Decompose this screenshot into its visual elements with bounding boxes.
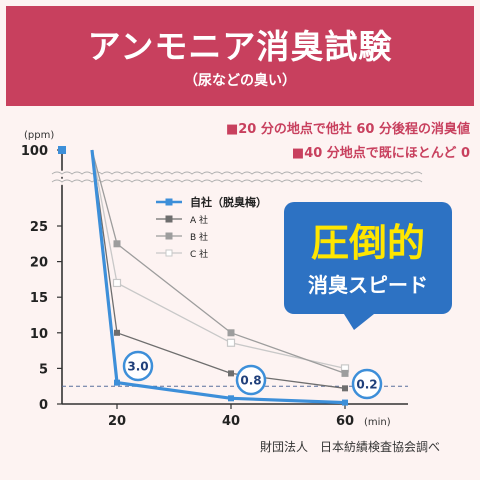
series-point-1 [228,370,234,377]
series-line-2 [91,149,346,375]
value-label-circle [235,364,267,396]
value-label: 0.8 [240,374,261,388]
chart-subtitle: （尿などの臭い） [184,73,296,89]
value-label: 3.0 [127,360,148,374]
x-tick-label: 60 [336,414,354,429]
note-1: ■20 分の地点で他社 60 分後程の消臭値 [225,122,470,137]
legend-label-3: C 社 [190,248,208,260]
legend-label-1: A 社 [190,214,208,226]
value-label-circle [351,368,383,400]
series-point-2 [227,329,235,337]
series-point-2 [341,369,349,377]
y-tick-label: 25 [30,220,48,235]
series-point-1 [114,329,120,336]
callout-headline: 圧倒的 [311,221,425,265]
legend-marker-0 [165,198,173,206]
value-label: 0.2 [356,378,377,392]
y-tick-label: 10 [30,327,48,342]
series-point-1 [342,385,348,392]
chart-title: アンモニア消臭試験 [87,27,393,66]
source-credit: 財団法人 日本紡績検査協会調べ [259,440,440,454]
series-line-1 [91,149,346,389]
value-label-circle [122,350,154,382]
series-line-0 [90,149,346,405]
y-tick-label: 0 [39,398,48,413]
legend-marker-2 [165,232,173,240]
y-tick-label: 5 [39,362,48,377]
axis-break-line [51,179,423,183]
series-point-3 [112,278,122,288]
x-tick-label: 40 [222,414,240,429]
callout-box [284,202,452,314]
series-point-0 [228,395,234,402]
legend-label-0: 自社（脱臭梅） [190,195,267,209]
note-2: ■40 分地点で既にほとんど 0 [291,146,470,161]
series-point-0 [342,399,348,406]
notes: ■20 分の地点で他社 60 分後程の消臭値 ■40 分地点で既にほとんど 0 [226,118,470,166]
y-tick-label: 100 [21,144,48,159]
series-line-3 [91,149,346,370]
y-unit-label: (ppm) [24,130,54,141]
callout-subline: 消臭スピード [308,273,428,297]
x-unit-label: (min) [364,417,391,428]
x-tick-label: 20 [108,414,126,429]
legend-marker-1 [165,215,173,223]
series-point-2 [113,240,121,248]
legend-label-2: B 社 [190,231,208,243]
series-point-3 [226,338,236,347]
axis-break-line [51,171,423,175]
series-point-0 [114,379,120,386]
series-point-0-start [58,146,66,154]
y-tick-label: 15 [30,291,48,306]
legend-marker-3 [165,249,173,257]
y-tick-label: 20 [30,256,48,271]
title-banner: アンモニア消臭試験 （尿などの臭い） [6,6,474,106]
callout-pointer [344,314,374,330]
